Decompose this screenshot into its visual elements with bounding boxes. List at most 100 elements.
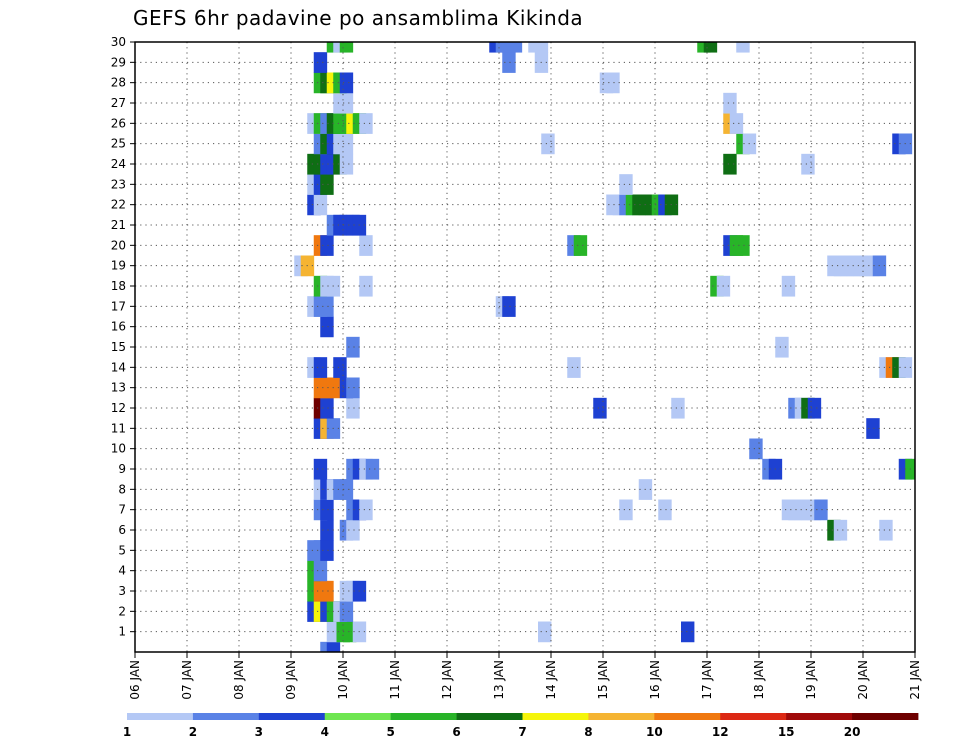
heatmap-cell [502,296,516,317]
y-tick-label: 19 [111,259,126,273]
x-tick-label: 16 JAN [648,660,662,700]
heatmap-cell [320,174,334,195]
heatmap-cell [879,519,893,541]
heatmap-cell [339,42,354,53]
heatmap-cell [833,519,848,541]
heatmap-cell [339,92,354,114]
y-tick-label: 25 [111,137,126,151]
heatmap-cell [502,52,516,73]
heatmap-cell [339,72,354,94]
colorbar-label: 15 [778,725,795,739]
y-tick-label: 28 [111,76,126,90]
x-tick-label: 20 JAN [856,660,870,700]
y-tick-label: 8 [118,482,126,496]
colorbar-label: 20 [844,725,861,739]
heatmap-cells [294,42,916,653]
colorbar-label: 12 [712,725,729,739]
heatmap-cell [320,296,334,317]
heatmap-cell [326,641,341,653]
heatmap-cell [749,438,763,460]
x-axis-ticks: 06 JAN 07 JAN 08 JAN 09 JAN 10 JAN 11 JAN 12 J… [128,652,922,700]
colorbar-swatch [324,713,392,720]
heatmap-cell [573,235,588,256]
chart-title: GEFS 6hr padavine po ansamblima Kikinda [133,6,584,30]
x-tick-label: 19 JAN [804,660,818,700]
heatmap-cell [333,357,347,378]
heatmap-cell [339,153,354,175]
y-tick-label: 17 [111,299,126,313]
x-tick-label: 17 JAN [700,660,714,700]
colorbar-label: 4 [321,725,329,739]
x-tick-label: 10 JAN [336,660,350,700]
heatmap-cell [346,397,360,419]
y-tick-label: 15 [111,340,126,354]
heatmap-cell [541,133,555,155]
y-tick-label: 30 [111,35,126,49]
heatmap-cell [593,397,607,419]
colorbar-swatch [456,713,523,720]
heatmap-cell [365,458,380,480]
heatmap-cell [538,621,552,643]
y-tick-label: 24 [111,157,126,171]
colorbar: 1 2 3 4 5 6 7 8 10 12 15 20 [123,713,919,739]
colorbar-label: 1 [123,725,131,739]
y-tick-label: 1 [118,625,126,639]
heatmap-cell [320,397,334,419]
y-tick-label: 7 [118,503,126,517]
colorbar-label: 3 [255,725,263,739]
colorbar-swatch [192,713,260,720]
heatmap-cell [320,580,334,602]
heatmap-cell [359,235,373,256]
y-tick-label: 27 [111,96,126,110]
heatmap-cell [775,336,789,358]
y-tick-label: 16 [111,320,126,334]
heatmap-cell [671,397,685,419]
heatmap-cell [346,336,360,358]
y-tick-label: 26 [111,116,126,130]
heatmap-cell [807,397,822,419]
x-tick-label: 11 JAN [388,660,402,700]
colorbar-swatch [588,713,655,720]
heatmap-cell [508,42,523,53]
x-tick-label: 09 JAN [284,660,298,700]
x-tick-label: 08 JAN [232,660,246,700]
heatmap-cell [313,194,328,216]
x-tick-label: 06 JAN [128,660,142,700]
heatmap-cell [619,499,633,521]
heatmap-cell [313,560,328,582]
heatmap-cell [606,72,620,94]
colorbar-swatch [720,713,787,720]
heatmap-cell [736,235,750,256]
x-tick-label: 14 JAN [544,660,558,700]
y-tick-label: 4 [118,564,126,578]
y-tick-label: 29 [111,55,126,69]
colorbar-label: 5 [386,725,394,739]
y-tick-label: 20 [111,238,126,252]
colorbar-swatch [522,713,589,720]
heatmap-cell [567,357,581,378]
heatmap-cell [313,52,328,73]
heatmap-cell [320,316,334,338]
heatmap-cell [801,153,815,175]
heatmap-cell [359,113,373,134]
colorbar-label: 10 [646,725,663,739]
heatmap-cell [346,519,360,541]
colorbar-swatch [786,713,853,720]
y-tick-label: 6 [118,523,126,537]
heatmap-cell [534,42,549,53]
colorbar-swatch [654,713,721,720]
colorbar-swatch [258,713,326,720]
heatmap-cell [814,499,828,521]
y-tick-label: 22 [111,198,126,212]
heatmap-cell [723,92,737,114]
colorbar-label: 2 [189,725,197,739]
heatmap-cell [736,42,750,53]
heatmap-cell [320,235,334,256]
y-tick-label: 2 [118,604,126,618]
heatmap-cell [781,275,796,297]
x-tick-label: 18 JAN [752,660,766,700]
heatmap-cell [359,499,373,521]
heatmap-cell [866,418,880,439]
y-tick-label: 5 [118,543,126,557]
heatmap-cell [320,540,334,561]
